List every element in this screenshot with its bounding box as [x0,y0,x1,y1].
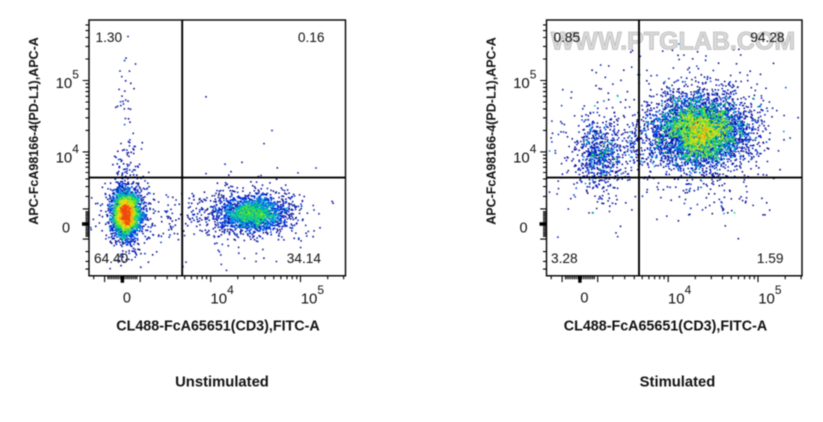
svg-text:34.14: 34.14 [287,251,322,266]
svg-text:1.59: 1.59 [757,251,784,266]
svg-text:APC-FcA98166-4(PD-L1),APC-A: APC-FcA98166-4(PD-L1),APC-A [484,37,498,225]
svg-text:94.28: 94.28 [750,30,785,45]
svg-text:0: 0 [62,221,70,237]
svg-text:0: 0 [519,221,527,237]
svg-text:APC-FcA98166-4(PD-L1),APC-A: APC-FcA98166-4(PD-L1),APC-A [27,37,41,225]
svg-text:CL488-FcA65651(CD3),FITC-A: CL488-FcA65651(CD3),FITC-A [116,319,319,335]
svg-text:Stimulated: Stimulated [640,375,716,391]
svg-text:3.28: 3.28 [551,251,578,266]
svg-text:0: 0 [123,291,131,307]
svg-text:1.30: 1.30 [96,30,123,45]
svg-text:0.85: 0.85 [554,30,581,45]
svg-text:0: 0 [580,291,588,307]
svg-text:Unstimulated: Unstimulated [175,375,269,391]
svg-text:WWW.PTGLAB.COM: WWW.PTGLAB.COM [551,28,795,56]
svg-text:CL488-FcA65651(CD3),FITC-A: CL488-FcA65651(CD3),FITC-A [564,319,767,335]
svg-text:0.16: 0.16 [298,30,325,45]
svg-text:64.40: 64.40 [94,251,129,266]
